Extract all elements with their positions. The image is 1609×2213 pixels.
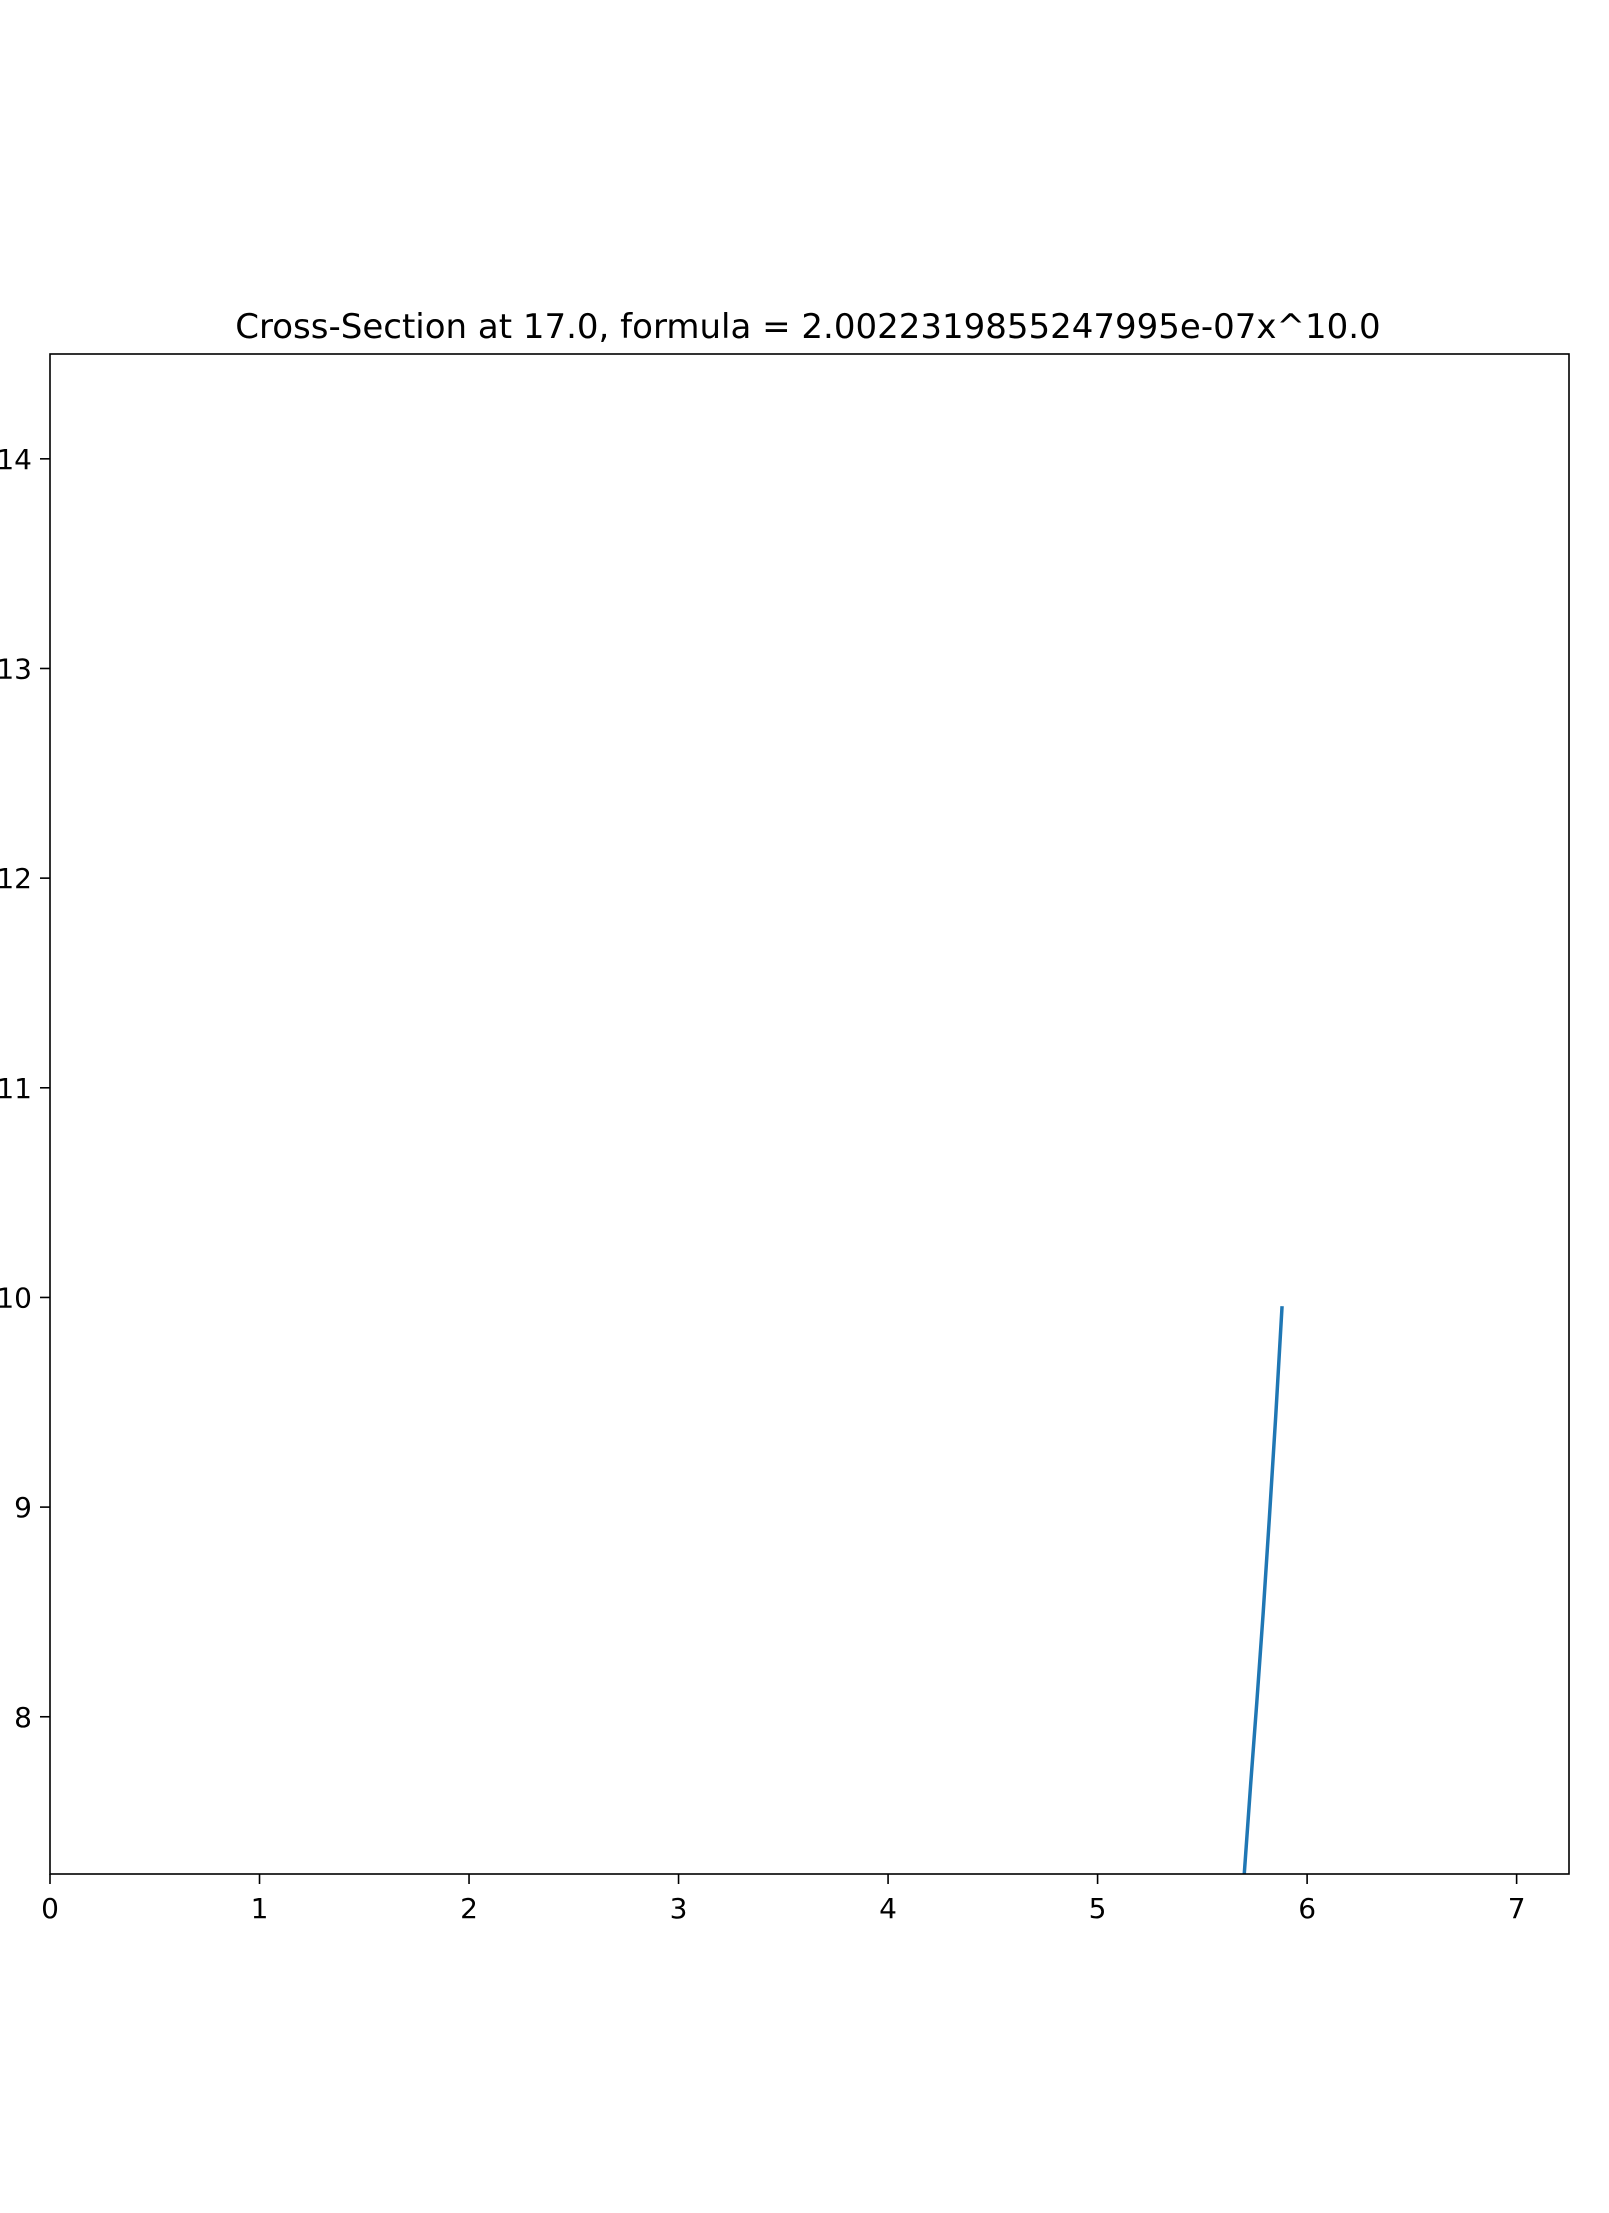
chart-title: Cross-Section at 17.0, formula = 2.00223… — [235, 307, 1380, 347]
x-tick-label: 3 — [670, 1892, 688, 1925]
x-tick-label: 0 — [41, 1892, 59, 1925]
x-tick-label: 7 — [1508, 1892, 1526, 1925]
x-axis: 0 1 2 3 4 5 6 7 — [41, 1874, 1526, 1925]
y-tick-label: 9 — [14, 1491, 32, 1524]
x-tick-label: 5 — [1089, 1892, 1107, 1925]
plot-area — [49, 353, 1570, 1875]
y-tick-label: 11 — [0, 1072, 32, 1105]
y-tick-label: 8 — [14, 1701, 32, 1734]
x-tick-label: 6 — [1298, 1892, 1316, 1925]
x-tick-label: 4 — [879, 1892, 897, 1925]
y-tick-label: 14 — [0, 443, 32, 476]
x-tick-label: 2 — [460, 1892, 478, 1925]
axes-frame — [49, 353, 1570, 1875]
y-tick-label: 12 — [0, 862, 32, 895]
series-layer — [1242, 1306, 1284, 1874]
y-tick-label: 10 — [0, 1281, 32, 1314]
x-tick-label: 1 — [251, 1892, 269, 1925]
series-line-0 — [1242, 1306, 1284, 1874]
y-tick-label: 13 — [0, 652, 32, 685]
y-axis: 8 9 10 11 12 13 14 — [0, 443, 50, 1734]
